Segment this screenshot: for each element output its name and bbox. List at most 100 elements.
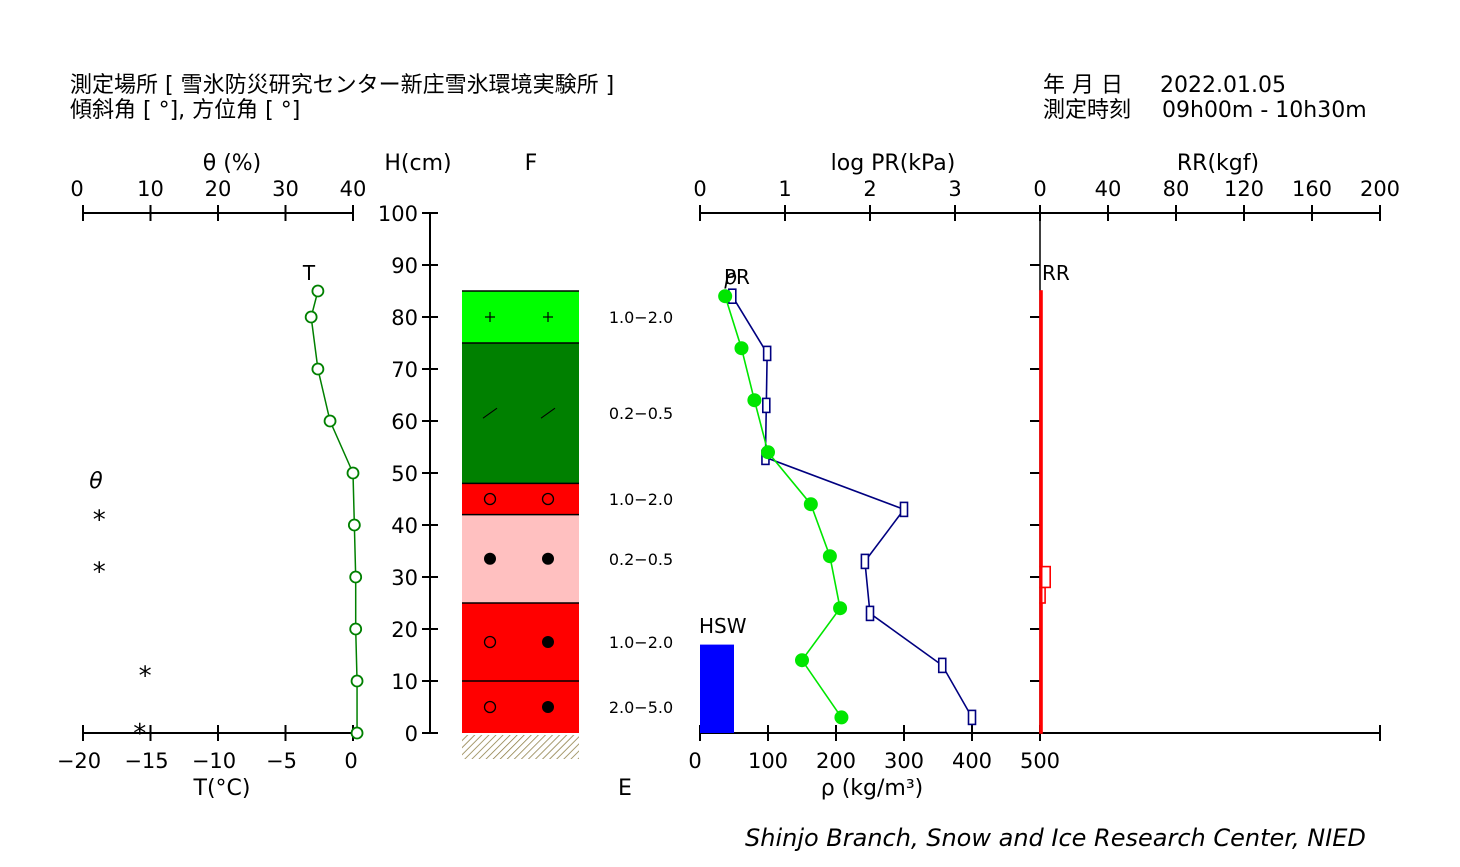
temperature-tick-label: 0 — [344, 749, 357, 773]
density-axis-label: ρ (kg/m³) — [821, 776, 924, 801]
theta-tick-label: 30 — [272, 177, 299, 201]
temperature-axis-label: T(°C) — [193, 776, 251, 801]
temperature-tick-label: −15 — [124, 749, 168, 773]
temperature-tick-label: −5 — [266, 749, 297, 773]
density-tick-label: 500 — [1020, 749, 1060, 773]
rr-tick-label: 200 — [1360, 177, 1400, 201]
log-pr-tick-label: 3 — [948, 177, 961, 201]
pr-point — [860, 553, 870, 570]
grain-shape-symbol — [540, 407, 556, 419]
time-label: 測定時刻 — [1043, 98, 1131, 123]
pr-point — [762, 345, 772, 362]
density-tick-label: 400 — [952, 749, 992, 773]
rr-tick-label: 160 — [1292, 177, 1332, 201]
height-tick-label: 70 — [391, 358, 418, 382]
density-tick-label: 100 — [748, 749, 788, 773]
layers-bottom-label: E — [618, 776, 632, 801]
grain-shape-symbol — [484, 552, 496, 565]
grain-shape-symbol — [542, 552, 554, 565]
temperature-tick-label: −20 — [57, 749, 101, 773]
rr-tick-label: 0 — [1033, 177, 1046, 201]
temperature-point — [323, 414, 337, 428]
theta-marker: * — [133, 719, 146, 749]
snow-layer — [462, 514, 579, 603]
temperature-point — [350, 674, 364, 688]
log-pr-axis-label: log PR(kPa) — [831, 151, 956, 176]
pr-point — [899, 501, 909, 518]
pr-point — [761, 397, 771, 414]
time-value: 09h00m - 10h30m — [1162, 98, 1367, 123]
temperature-point — [304, 310, 318, 324]
rr-series-label: RR — [1042, 261, 1070, 285]
rr-tick-label: 120 — [1224, 177, 1264, 201]
theta-marker: * — [93, 506, 106, 536]
density-point — [833, 601, 848, 616]
temperature-point — [350, 726, 364, 740]
ground-hatch — [462, 735, 579, 759]
density-tick-label: 300 — [884, 749, 924, 773]
theta-axis-label: θ (%) — [203, 151, 262, 176]
grain-size-label: 2.0−5.0 — [609, 698, 673, 717]
grain-shape-symbol — [483, 700, 497, 714]
grain-shape-symbol — [483, 635, 497, 649]
slope-label: 傾斜角 [ °], 方位角 [ °] — [70, 98, 300, 123]
height-tick-label: 10 — [391, 670, 418, 694]
hsw-bar — [700, 644, 734, 733]
grain-shape-symbol — [482, 407, 498, 419]
grain-shape-symbol — [542, 636, 554, 648]
pr-point — [967, 709, 977, 726]
grain-size-label: 1.0−2.0 — [609, 308, 673, 327]
grain-size-label: 1.0−2.0 — [609, 490, 673, 509]
height-tick-label: 0 — [405, 722, 418, 746]
theta-tick-label: 40 — [340, 177, 367, 201]
theta-tick-label: 10 — [137, 177, 164, 201]
log-pr-tick-label: 1 — [778, 177, 791, 201]
grain-size-label: 1.0−2.0 — [609, 633, 673, 652]
snow-layer — [462, 343, 579, 484]
grain-shape-symbol — [483, 492, 497, 506]
credit-line: Shinjo Branch, Snow and Ice Research Cen… — [745, 824, 1366, 852]
height-tick-label: 80 — [391, 306, 418, 330]
theta-marker: * — [93, 558, 106, 588]
temperature-point — [349, 570, 363, 584]
height-tick-label: 90 — [391, 254, 418, 278]
pr-point — [865, 605, 875, 622]
density-point — [718, 289, 733, 304]
height-tick-label: 30 — [391, 566, 418, 590]
location-label: 測定場所 [ 雪氷防災研究センター新庄雪氷環境実験所 ] — [70, 73, 614, 98]
theta-tick-label: 0 — [70, 177, 83, 201]
rho-series-label: ρ — [724, 265, 737, 289]
height-axis-label: H(cm) — [384, 151, 451, 176]
height-tick-label: 60 — [391, 410, 418, 434]
density-point — [734, 341, 749, 356]
density-tick-label: 200 — [816, 749, 856, 773]
temperature-point — [311, 362, 325, 376]
theta-legend-label: θ — [89, 469, 103, 494]
rr-axis-label: RR(kgf) — [1177, 151, 1259, 176]
date-value: 2022.01.05 — [1160, 73, 1286, 98]
pr-series-label: PR — [724, 265, 750, 289]
density-line — [724, 295, 843, 718]
density-point — [803, 497, 818, 512]
log-pr-tick-label: 2 — [863, 177, 876, 201]
pr-point — [937, 657, 947, 674]
theta-marker: * — [139, 662, 152, 692]
rr-tick-label: 80 — [1163, 177, 1190, 201]
layers-top-label: F — [525, 151, 538, 176]
temperature-point — [311, 284, 325, 298]
temperature-line — [310, 290, 358, 733]
snow-layer — [462, 681, 579, 733]
grain-size-label: 0.2−0.5 — [609, 404, 673, 423]
density-point — [822, 549, 837, 564]
height-tick-label: 40 — [391, 514, 418, 538]
grain-shape-symbol — [541, 492, 555, 506]
theta-tick-label: 20 — [205, 177, 232, 201]
chart-marks: 0 10 20 30 40−20 −15 −10 −5 0**** 010203040506070… — [57, 177, 1400, 773]
density-point — [761, 445, 775, 460]
height-tick-label: 20 — [391, 618, 418, 642]
density-point — [795, 653, 809, 668]
height-tick-label: 50 — [391, 462, 418, 486]
height-tick-label: 100 — [378, 202, 418, 226]
snow-layer — [462, 291, 579, 343]
